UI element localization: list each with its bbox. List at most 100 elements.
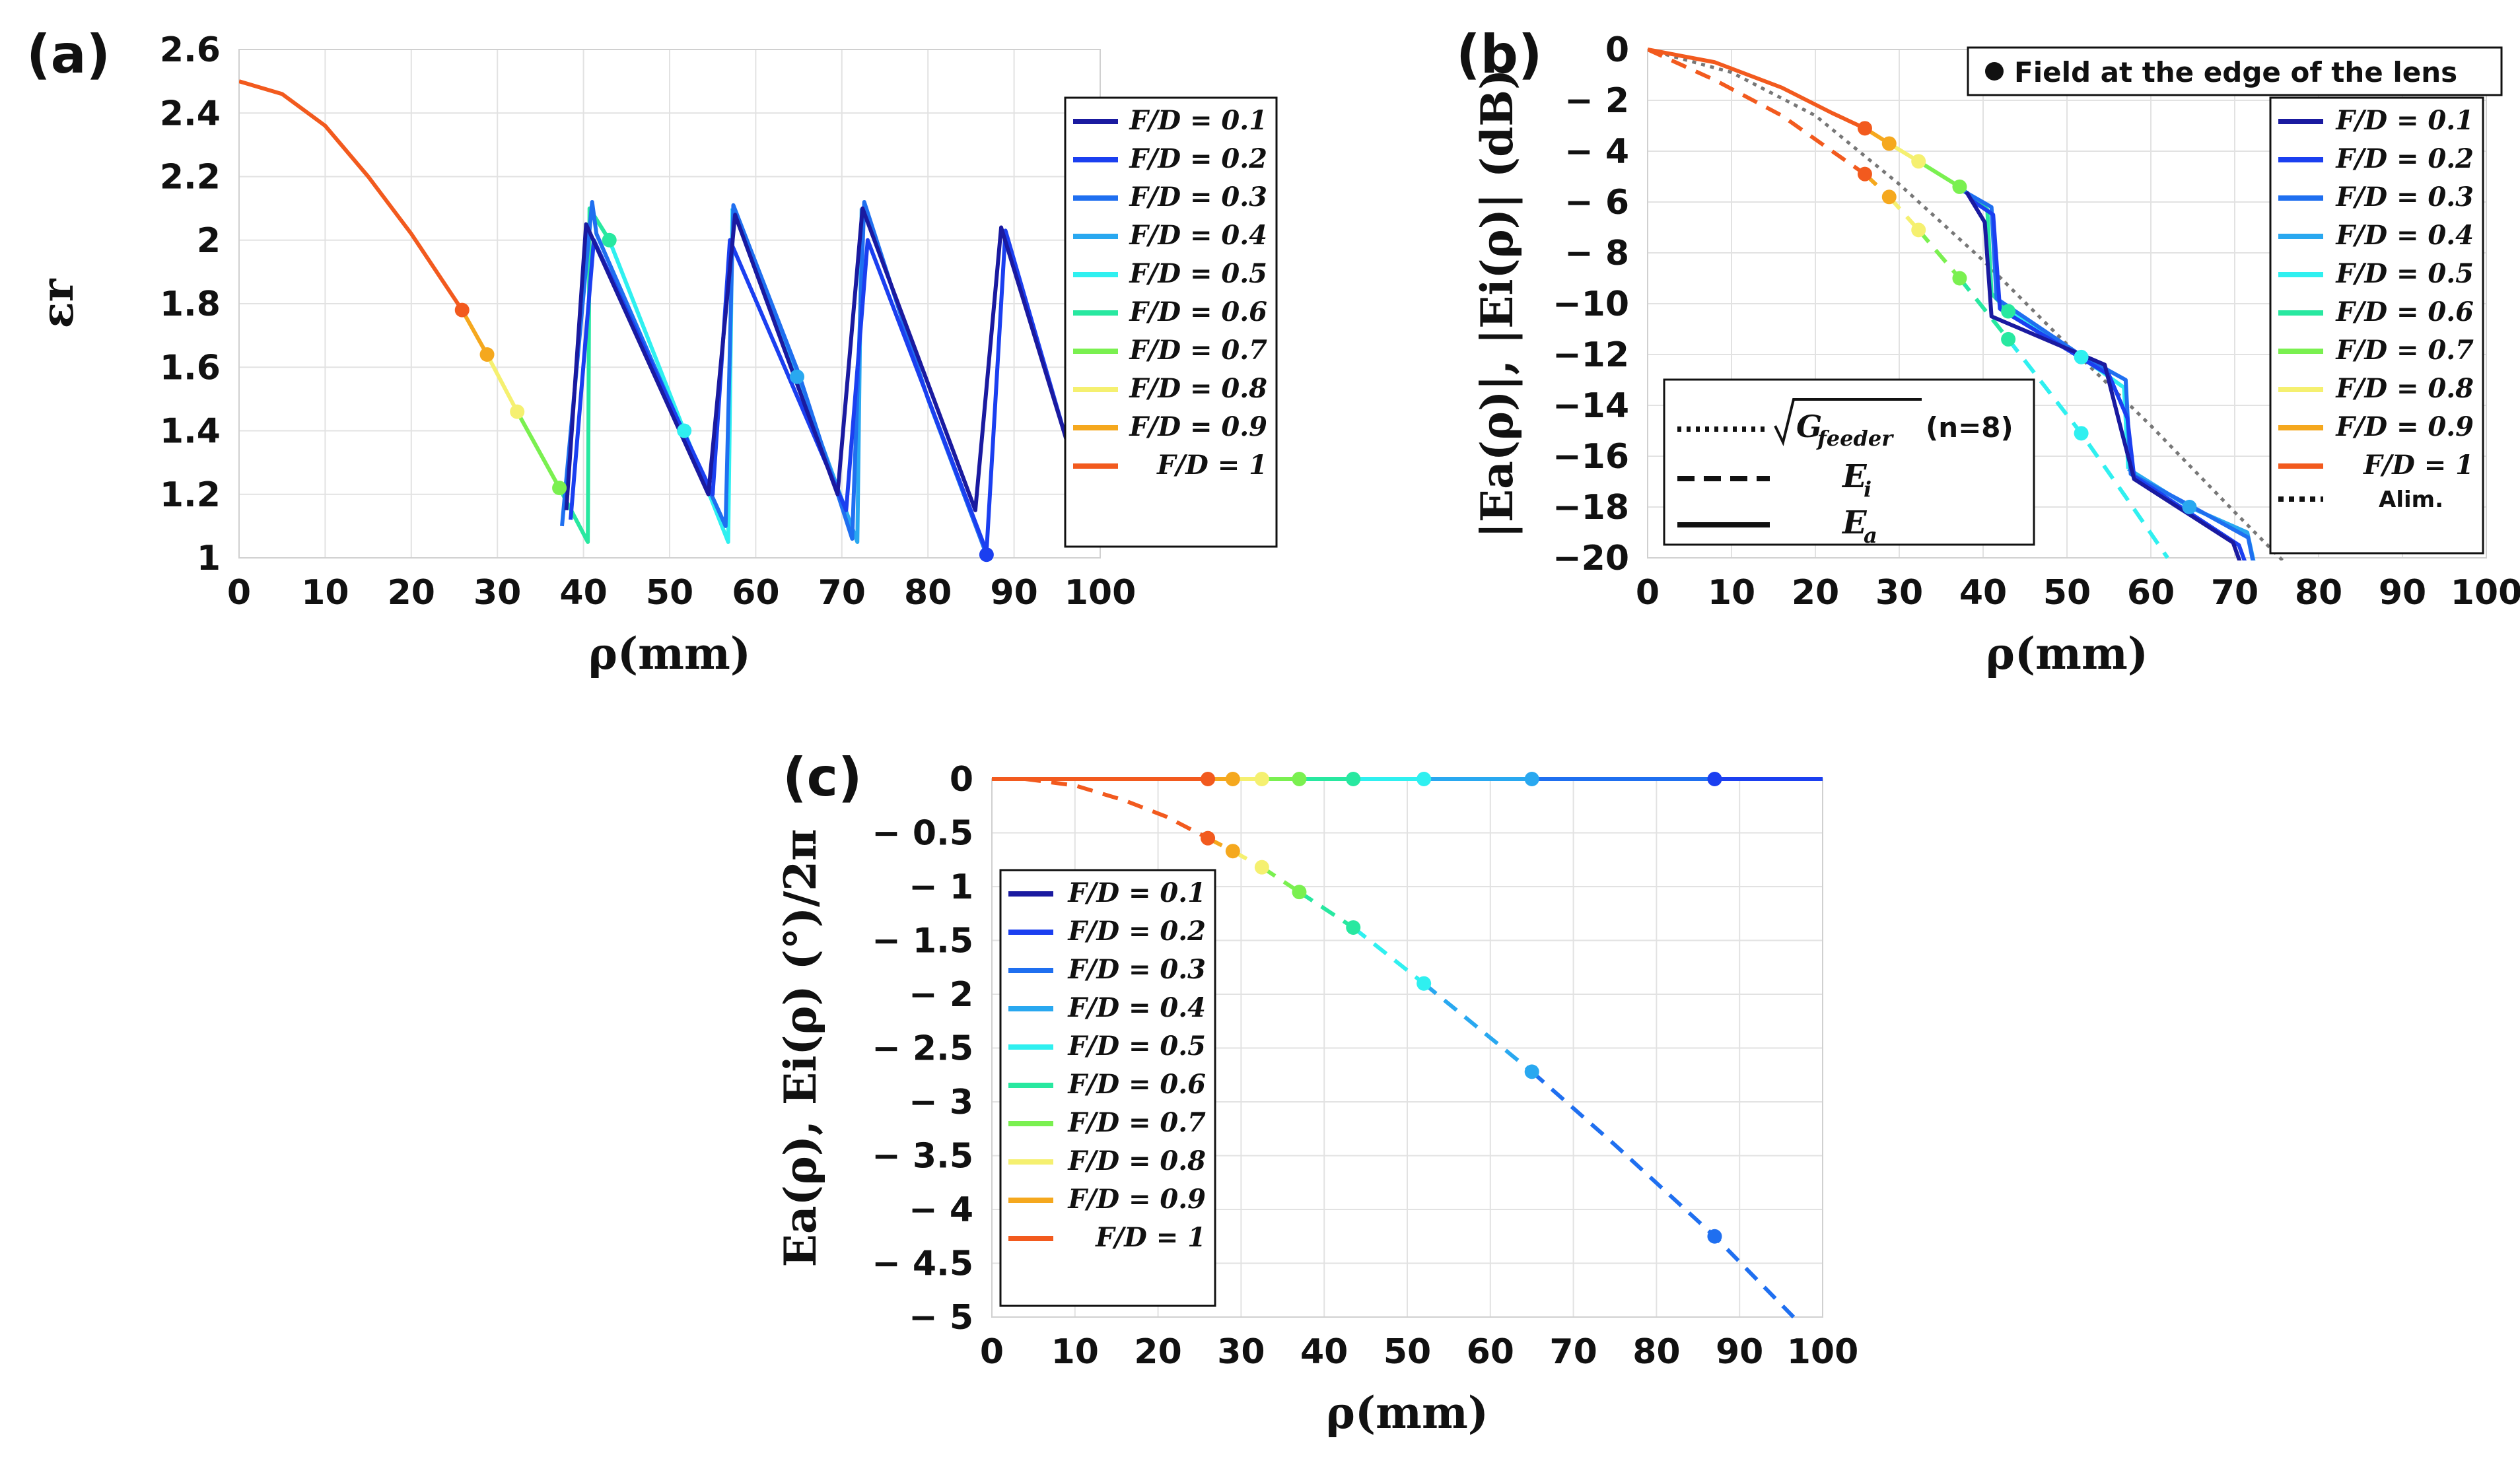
edge-point xyxy=(1292,885,1307,900)
x-tick-label: 80 xyxy=(904,573,952,613)
edge-point xyxy=(602,232,617,248)
legend-entry: F/D = 0.7 xyxy=(2335,335,2474,366)
legend-entry: F/D = 0.2 xyxy=(2335,143,2474,174)
legend-entry: F/D = 0.8 xyxy=(1129,373,1267,404)
sqrt-sub: feeder xyxy=(1816,426,1894,451)
legend: F/D = 0.1 F/D = 0.2 F/D = 0.3 F/D = 0.4 F/D … xyxy=(999,869,1216,1307)
sqrt-label: G xyxy=(1796,409,1822,444)
legend-box xyxy=(2269,96,2484,555)
legend-entry: F/D = 0.2 xyxy=(1067,916,1206,947)
ea-series-line xyxy=(1958,185,2010,313)
legend-entry: F/D = 0.5 xyxy=(2335,258,2474,289)
sqrt-suffix: (n=8) xyxy=(1926,411,2013,444)
legend-entry: F/D = 0.3 xyxy=(1067,954,1206,985)
x-tick-label: 90 xyxy=(2379,573,2426,613)
ea-series-line xyxy=(1917,159,1961,189)
legend-entry: F/D = 0.5 xyxy=(1129,258,1267,289)
edge-point xyxy=(1952,271,1967,286)
x-tick-label: 60 xyxy=(732,573,779,613)
y-tick-label: 1.8 xyxy=(160,285,221,324)
edge-point xyxy=(1707,1229,1722,1244)
edge-point xyxy=(1292,772,1307,786)
x-tick-label: 60 xyxy=(1467,1332,1514,1372)
ei-series-line xyxy=(1958,277,2010,341)
legend: F/D = 0.1 F/D = 0.2 F/D = 0.3 F/D = 0.4 F/D … xyxy=(2269,96,2484,555)
edge-point xyxy=(1952,179,1967,194)
ea-series-line xyxy=(1648,48,1866,131)
x-tick-label: 50 xyxy=(1383,1332,1431,1372)
y-axis-label: |Ea(ρ)|, |Ei(ρ)| (dB) xyxy=(1471,69,1523,539)
edge-point xyxy=(2182,500,2197,514)
edge-point xyxy=(1346,920,1361,935)
x-tick-label: 70 xyxy=(1549,1332,1597,1372)
x-tick-label: 80 xyxy=(1632,1332,1680,1372)
legend-entry: F/D = 0.5 xyxy=(1067,1031,1206,1062)
edge-point xyxy=(1254,772,1269,786)
y-tick-label: 2.2 xyxy=(160,158,221,197)
y-tick-label: −12 xyxy=(1553,335,1629,375)
ei-series-line xyxy=(1298,890,1354,930)
series-line xyxy=(239,79,464,312)
x-tick-label: 90 xyxy=(990,573,1037,613)
x-tick-label: 100 xyxy=(1787,1332,1859,1372)
x-tick-label: 30 xyxy=(1875,573,1923,613)
legend-entry: F/D = 0.4 xyxy=(1129,220,1267,251)
y-tick-label: −20 xyxy=(1553,539,1629,578)
y-tick-label: 1.4 xyxy=(160,412,221,452)
x-tick-label: 40 xyxy=(1959,573,2007,613)
edge-point xyxy=(1857,166,1872,182)
legend-entry: F/D = 0.9 xyxy=(2335,411,2474,442)
ei-series-line xyxy=(2006,338,2169,559)
x-tick-label: 10 xyxy=(1051,1332,1099,1372)
series-line xyxy=(564,206,1100,538)
x-tick-label: 40 xyxy=(1300,1332,1348,1372)
edge-point xyxy=(454,302,470,318)
series-line xyxy=(515,411,561,489)
y-tick-label: 1.2 xyxy=(160,475,221,515)
edge-point xyxy=(2074,349,2089,364)
y-tick-label: − 6 xyxy=(1564,183,1629,222)
edge-point xyxy=(1254,860,1269,875)
legend-entry: F/D = 1 xyxy=(1095,1222,1206,1253)
legend: F/D = 0.1 F/D = 0.2 F/D = 0.3 F/D = 0.4 F/D … xyxy=(1064,96,1278,548)
x-tick-label: 20 xyxy=(388,573,435,613)
edge-point xyxy=(1524,1064,1539,1079)
edge-point xyxy=(1201,772,1216,786)
ea-series-line xyxy=(1965,191,2242,560)
series-line xyxy=(460,309,489,356)
y-tick-label: 1.6 xyxy=(160,348,221,388)
x-tick-label: 0 xyxy=(980,1332,1004,1372)
x-tick-label: 0 xyxy=(227,573,251,613)
y-tick-label: − 0.5 xyxy=(872,814,973,854)
edge-point xyxy=(1911,154,1926,169)
legend-entry: F/D = 0.7 xyxy=(1129,335,1267,366)
series-line xyxy=(560,200,989,556)
edge-point xyxy=(1225,844,1240,859)
legend-entry: Alim. xyxy=(2379,487,2443,513)
y-tick-label: −18 xyxy=(1553,488,1629,527)
y-tick-label: 0 xyxy=(1605,30,1629,70)
edge-point xyxy=(510,404,525,419)
y-axis-label: Ea(ρ), Ei(ρ) (°)/2π xyxy=(775,829,826,1268)
legend-entry: F/D = 0.9 xyxy=(1067,1184,1206,1215)
x-tick-label: 10 xyxy=(301,573,349,613)
panel-tag: (a) xyxy=(26,24,110,85)
ei-series-line xyxy=(1261,865,1301,894)
ei-series-line xyxy=(1887,195,1920,232)
edge-point xyxy=(552,481,567,496)
x-tick-label: 60 xyxy=(2127,573,2175,613)
edge-point xyxy=(1346,772,1361,786)
series-line xyxy=(485,353,519,413)
edge-point xyxy=(1857,121,1872,136)
x-tick-label: 10 xyxy=(1708,573,1755,613)
ea-sub: a xyxy=(1864,523,1877,548)
y-tick-label: − 2 xyxy=(909,975,973,1015)
y-tick-label: − 2.5 xyxy=(872,1029,973,1069)
ei-series-line xyxy=(1648,48,1866,176)
style-legend-box xyxy=(1663,378,2035,546)
y-tick-label: − 4 xyxy=(909,1190,973,1230)
panel-c: (c) 0 10 20 30 40 50 60 70 80 90 100 0 − 0.5 − 1 − 1.5 −… xyxy=(775,747,1858,1439)
panel-tag: (c) xyxy=(783,747,862,808)
y-tick-label: −16 xyxy=(1553,437,1629,477)
